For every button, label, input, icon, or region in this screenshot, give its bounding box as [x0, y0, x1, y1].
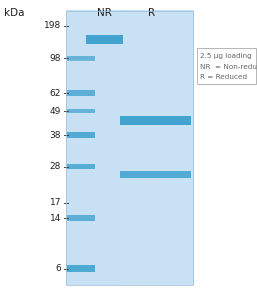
Text: 38: 38: [50, 130, 61, 140]
Bar: [67, 56, 95, 61]
Text: R: R: [148, 8, 155, 17]
Bar: [120, 171, 191, 178]
Bar: [86, 35, 123, 44]
Text: 49: 49: [50, 106, 61, 116]
Bar: [67, 56, 95, 60]
Text: NR  = Non-reduced: NR = Non-reduced: [200, 64, 257, 70]
Text: 62: 62: [50, 88, 61, 98]
Text: 28: 28: [50, 162, 61, 171]
Bar: [67, 265, 95, 272]
Text: kDa: kDa: [4, 8, 24, 17]
Bar: [197, 48, 256, 84]
Bar: [120, 116, 191, 125]
Text: R = Reduced: R = Reduced: [200, 74, 247, 80]
Text: 2.5 μg loading: 2.5 μg loading: [200, 53, 251, 59]
Bar: [66, 11, 193, 285]
Text: NR: NR: [97, 8, 112, 17]
Bar: [67, 132, 95, 138]
Bar: [67, 164, 95, 169]
Text: 14: 14: [50, 214, 61, 223]
Bar: [67, 90, 95, 96]
Text: 6: 6: [56, 264, 61, 273]
Bar: [67, 215, 95, 221]
Bar: [67, 109, 95, 113]
Text: 98: 98: [50, 54, 61, 63]
Text: 17: 17: [50, 198, 61, 207]
Text: 198: 198: [44, 21, 61, 30]
